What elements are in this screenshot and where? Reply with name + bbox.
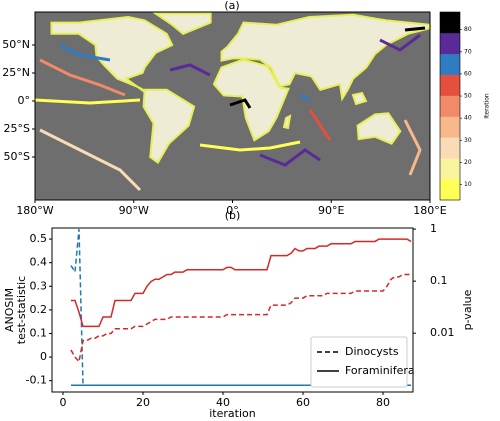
track (169, 63, 211, 77)
y2-tick-label: 0.1 (430, 274, 448, 287)
y2-tick-label: 0.01 (430, 326, 455, 339)
y-tick-label: 0.5 (30, 232, 48, 245)
anosim-line (71, 238, 412, 328)
colorbar-band (440, 74, 460, 96)
y-axis-label: ANOSIM (3, 288, 16, 332)
africa (212, 58, 290, 142)
colorbar-tick-label: 30 (464, 137, 472, 144)
colorbar-tick-label: 70 (464, 48, 472, 55)
y-tick-label: 0.4 (30, 256, 48, 269)
y2-tick-label: 1 (430, 222, 437, 235)
legend-label: Dinocysts (345, 345, 399, 358)
x-tick-label: 0 (60, 396, 67, 409)
map-panel (34, 11, 431, 201)
track (39, 58, 126, 97)
colorbar: 10 20 30 40 50 60 70 80 Iteration (439, 11, 491, 201)
colorbar-band (440, 179, 460, 201)
colorbar-frame (439, 11, 461, 201)
track (199, 140, 301, 152)
panel-label: (a) (224, 0, 239, 12)
colorbar-band (440, 53, 460, 75)
lat-label: 50°S (4, 150, 30, 163)
x-tick-label: 40 (216, 396, 230, 409)
track (404, 26, 426, 32)
north-america (50, 15, 174, 93)
x-axis-label: iteration (209, 407, 255, 420)
tracks (34, 26, 426, 192)
colorbar-tick-label: 50 (464, 93, 472, 100)
colorbar-tick-label: 10 (464, 181, 472, 188)
y-tick-label: -0.1 (26, 374, 47, 387)
borneo (351, 91, 368, 106)
y-tick-label: 0 (40, 350, 47, 363)
chart-title: (b) (225, 209, 241, 222)
colorbar-band (440, 32, 460, 55)
colorbar-tick-label: 20 (464, 159, 472, 166)
track (259, 148, 321, 167)
colorbar-band (440, 95, 460, 117)
y-tick-label: 0.3 (30, 279, 48, 292)
greenland (152, 12, 212, 35)
y2-axis-label: p-value (461, 289, 474, 330)
south-america (142, 88, 196, 165)
track (59, 43, 111, 62)
lat-label: 50°N (2, 38, 30, 51)
lon-label: 180°E (413, 204, 446, 217)
lat-label: 25°N (2, 66, 30, 79)
continents (50, 12, 431, 165)
track (39, 128, 142, 192)
track (299, 93, 311, 102)
legend-label: Foraminifera (345, 364, 415, 377)
colorbar-band (440, 116, 460, 138)
track (229, 98, 252, 109)
colorbar-band (440, 137, 460, 159)
track (403, 119, 422, 176)
colorbar-band (440, 12, 460, 34)
anosim-line (70, 273, 411, 364)
x-tick-label: 80 (376, 396, 390, 409)
australia (356, 112, 402, 145)
madagascar (282, 114, 292, 130)
colorbar-tick-label: 80 (464, 26, 472, 33)
lat-label: 0° (18, 94, 31, 107)
lon-label: 90°W (119, 204, 149, 217)
lon-label: 180°W (16, 204, 53, 217)
x-tick-label: 20 (136, 396, 150, 409)
track (34, 98, 141, 105)
x-tick-label: 60 (296, 396, 310, 409)
y-tick-label: 0.2 (30, 303, 48, 316)
colorbar-tick-label: 60 (464, 70, 472, 77)
lon-label: 90°E (318, 204, 344, 217)
y-axis-label: test-statistic (15, 276, 28, 344)
colorbar-label: Iteration (484, 93, 491, 119)
colorbar-tick-label: 40 (464, 115, 472, 122)
lon-label: 0° (226, 204, 239, 217)
lat-label: 25°S (4, 122, 30, 135)
track (379, 33, 421, 52)
legend-box (310, 336, 408, 388)
y-tick-label: 0.1 (30, 326, 48, 339)
track (308, 109, 332, 141)
colorbar-band (440, 158, 460, 180)
eurasia (220, 13, 431, 102)
